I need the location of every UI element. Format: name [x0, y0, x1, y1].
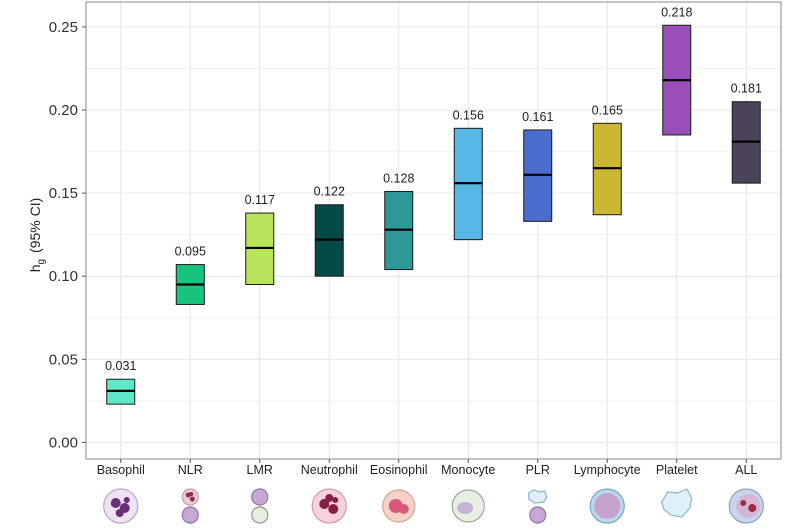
x-tick-label: Monocyte [441, 463, 495, 477]
data-label: 0.156 [453, 108, 484, 122]
bars: 0.031 0.095 0.117 0.122 0.128 0.156 0.161 0.165… [105, 5, 762, 405]
nucleus-lobe [398, 504, 409, 514]
cell-body [251, 488, 269, 506]
x-tick-label: Neutrophil [301, 463, 358, 477]
x-tick-label: Platelet [656, 463, 698, 477]
x-tick-label: ALL [735, 463, 757, 477]
y-tick-label: 0.10 [49, 268, 78, 285]
x-tick-label: Eosinophil [370, 463, 428, 477]
plr-icon [528, 489, 548, 524]
inner-cell [736, 494, 761, 518]
y-tick-label: 0.15 [49, 185, 78, 202]
crossbar-monocyte: 0.156 [453, 108, 484, 241]
crossbar-platelet: 0.218 [661, 5, 692, 136]
y-tick-label: 0.20 [49, 102, 78, 119]
cell-icons [103, 488, 764, 524]
monocyte-icon [451, 489, 485, 523]
crossbar-lmr: 0.117 [245, 193, 275, 286]
granule [748, 504, 757, 512]
eosinophil-icon [382, 489, 416, 523]
data-label: 0.128 [383, 171, 414, 185]
crossbar-neutrophil: 0.122 [314, 185, 345, 277]
x-tick-label: PLR [526, 463, 550, 477]
y-axis: 0.00 0.05 0.10 0.15 0.20 0.25 [49, 19, 86, 451]
x-tick-label: NLR [178, 463, 203, 477]
platelet-shape [661, 488, 693, 518]
granule [110, 498, 121, 508]
crossbar-nlr: 0.095 [175, 245, 206, 305]
cell-body [529, 506, 547, 524]
cell-body [181, 488, 199, 506]
x-tick-label: LMR [247, 463, 273, 477]
nucleus [594, 493, 621, 519]
data-label: 0.181 [731, 82, 762, 96]
lmr-icon [251, 488, 269, 524]
granule [189, 496, 195, 502]
nucleus-lobe [332, 497, 339, 503]
data-label: 0.122 [314, 185, 345, 199]
plot-panel [85, 1, 782, 460]
lymphocyte-icon [589, 488, 625, 524]
crossbar-eosinophil: 0.128 [383, 171, 414, 271]
cell-body [251, 506, 269, 524]
data-label: 0.095 [175, 245, 206, 259]
crossbar-all: 0.181 [731, 82, 762, 184]
granule [189, 492, 194, 496]
data-label: 0.031 [105, 359, 136, 373]
platelet-icon [661, 488, 693, 518]
y-tick-label: 0.05 [49, 351, 78, 368]
crossbar-basophil: 0.031 [105, 359, 136, 405]
all-cells-icon [728, 488, 764, 524]
crossbar-lymphocyte: 0.165 [592, 103, 623, 216]
nucleus-lobe [325, 494, 334, 502]
y-tick-label: 0.00 [49, 434, 78, 451]
x-tick-label: Lymphocyte [574, 463, 641, 477]
nucleus [457, 502, 474, 514]
y-axis-label-suffix: (95% CI) [27, 198, 43, 253]
granule [740, 500, 747, 506]
crossbar-plr: 0.161 [522, 110, 553, 222]
nucleus-lobe [319, 499, 330, 509]
cell-body [181, 506, 199, 524]
nlr-icon [181, 488, 199, 524]
data-label: 0.117 [245, 193, 275, 207]
platelet-shape [528, 489, 548, 504]
y-tick-label: 0.25 [49, 19, 78, 36]
neutrophil-icon [311, 488, 347, 524]
x-tick-label: Basophil [97, 463, 145, 477]
x-axis: Basophil NLR LMR Neutrophil Eosinophil Monocy… [97, 459, 757, 477]
granule [115, 509, 124, 517]
data-label: 0.161 [522, 110, 553, 124]
y-axis-label-main: h [27, 265, 43, 273]
nucleus-lobe [328, 504, 339, 514]
y-axis-label-subscript: g [36, 259, 47, 265]
basophil-icon [103, 488, 139, 524]
data-label: 0.218 [661, 5, 692, 19]
y-axis-label: hg (95% CI) [27, 198, 47, 273]
data-label: 0.165 [592, 103, 623, 117]
granule [123, 497, 130, 503]
